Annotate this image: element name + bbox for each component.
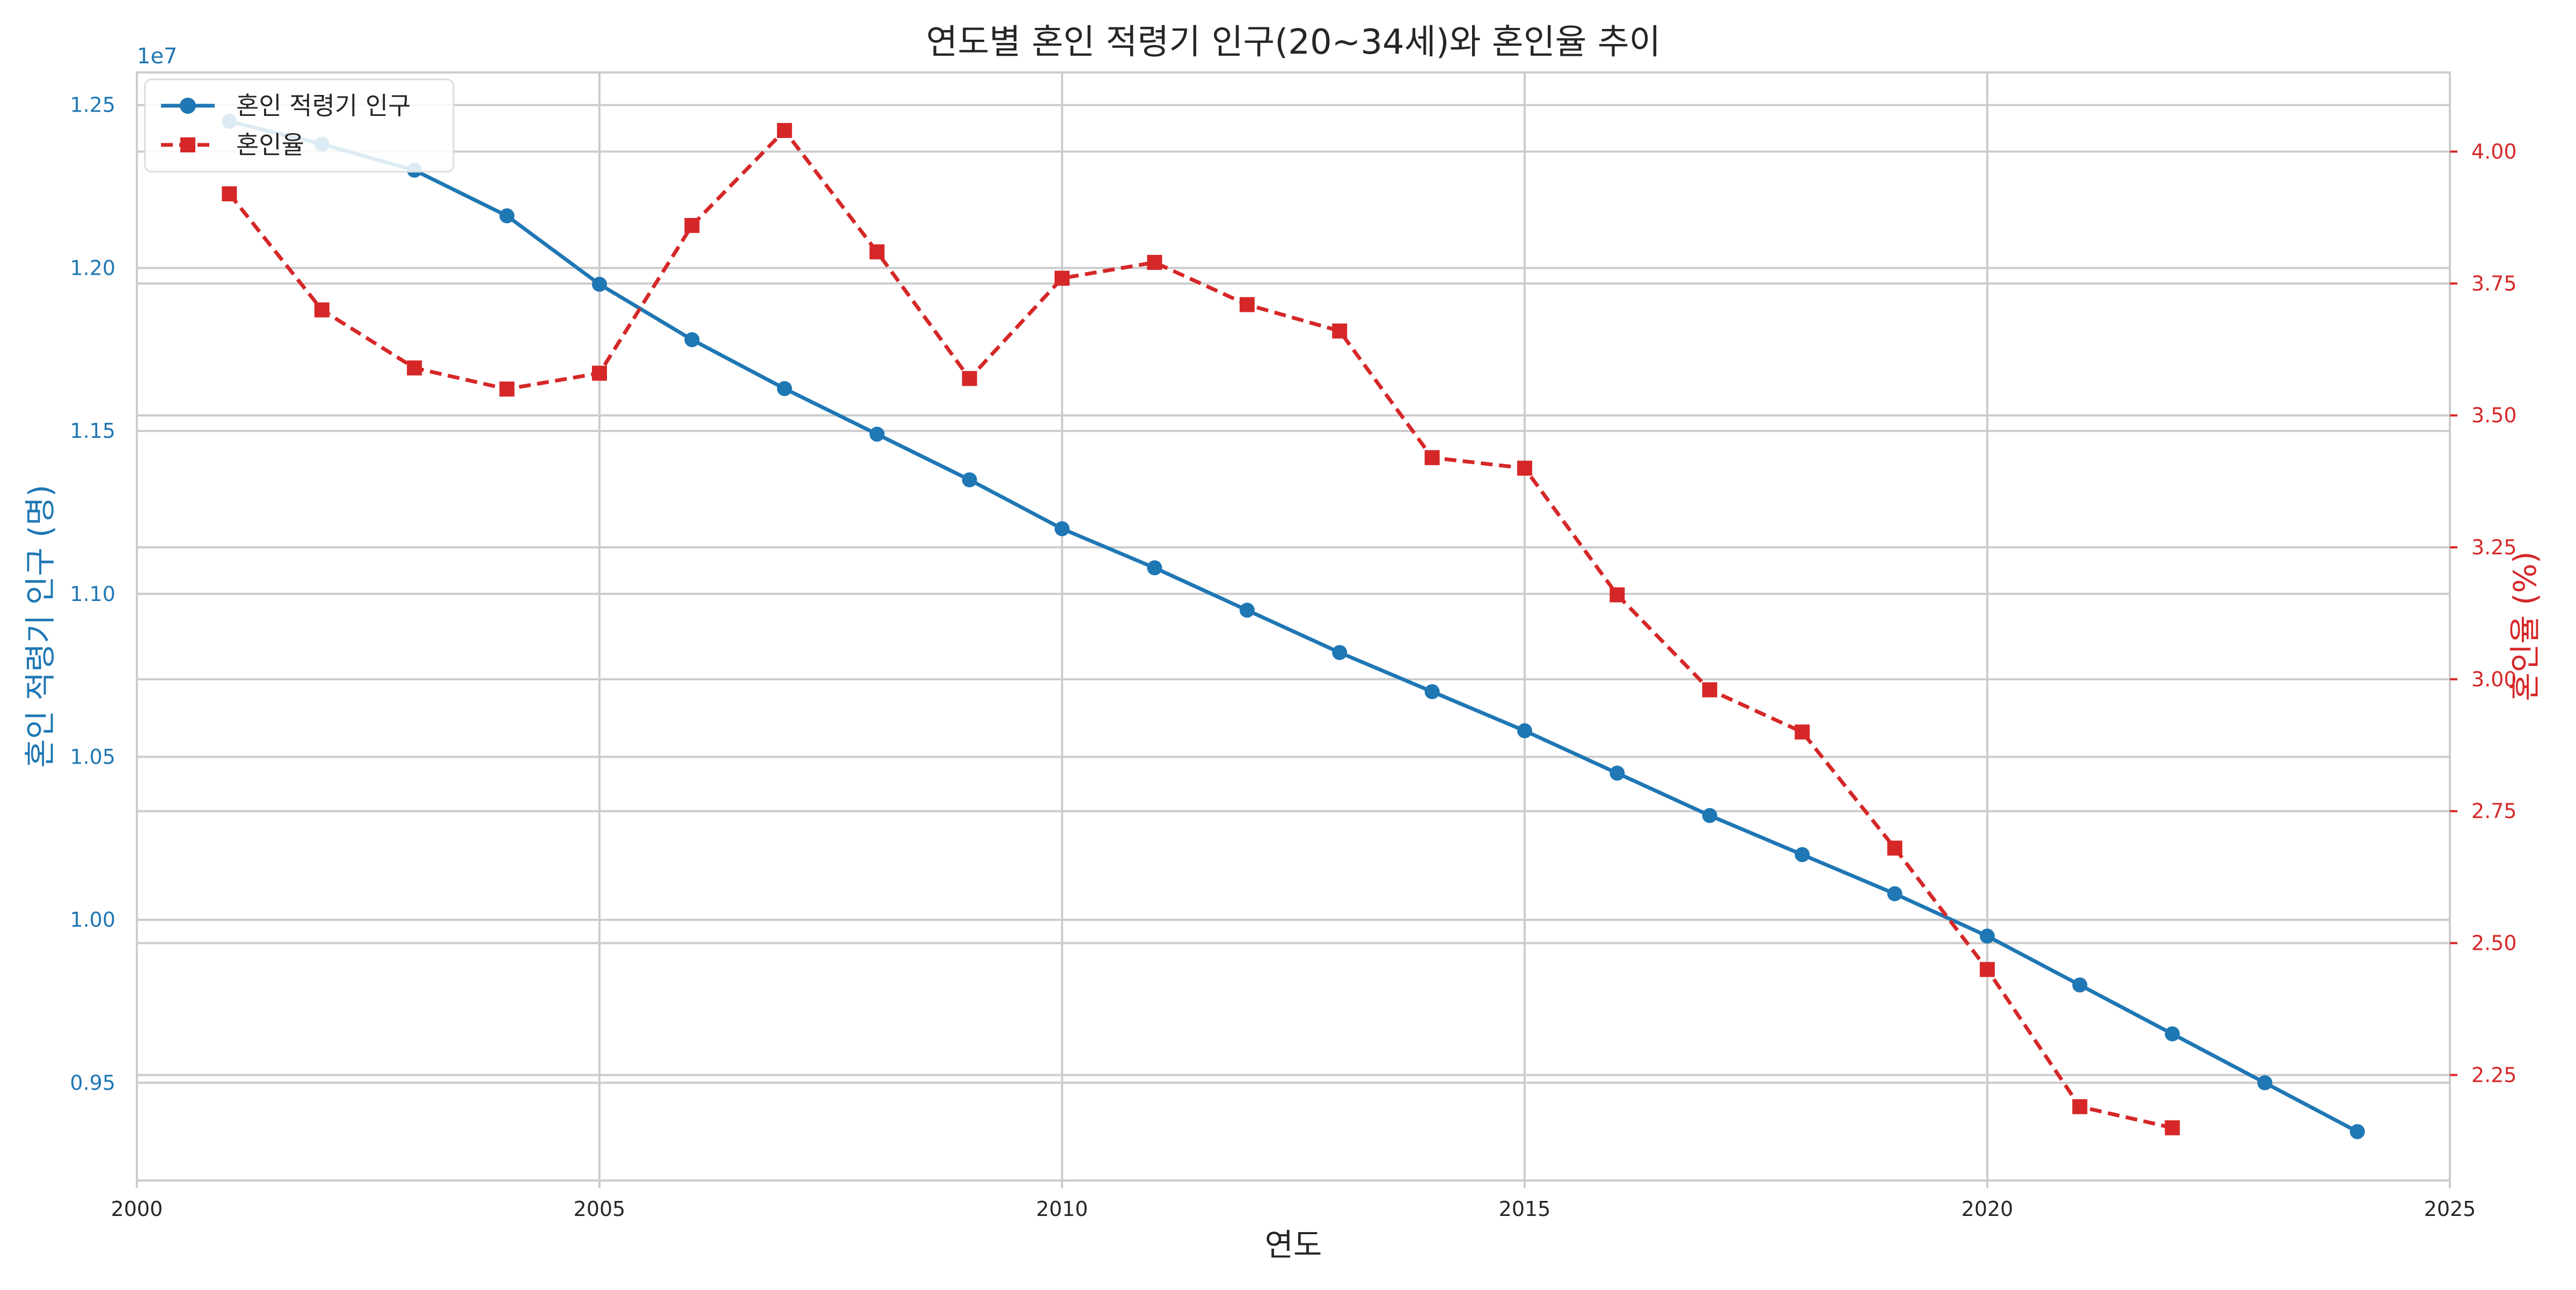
y-right-tick-label: 2.50 <box>2471 932 2517 955</box>
legend-label-population: 혼인 적령기 인구 <box>236 91 411 120</box>
population-point <box>1795 847 1810 862</box>
marriage-rate-point <box>592 365 607 381</box>
y-axis-left: 0.95 1.00 1.05 1.10 1.15 1.20 1.25 <box>70 93 115 1095</box>
y-axis-left-label: 혼인 적령기 인구 (명) <box>22 485 58 767</box>
population-point <box>777 381 792 397</box>
y-right-tick-label: 3.50 <box>2471 404 2517 427</box>
population-point <box>499 208 515 224</box>
population-point <box>1517 723 1532 738</box>
marriage-rate-point <box>2164 1120 2180 1135</box>
y-left-tick-label: 1.20 <box>70 256 115 280</box>
marriage-rate-point <box>1147 255 1162 270</box>
marriage-rate-point <box>1055 270 1070 286</box>
marriage-rate-point <box>1517 460 1532 476</box>
marriage-rate-point <box>1702 682 1717 698</box>
marriage-rate-point <box>684 218 700 233</box>
marriage-rate-point <box>1980 962 1995 977</box>
x-axis: 2000 2005 2010 2015 2020 2025 <box>111 1181 2476 1221</box>
population-point <box>2257 1075 2273 1090</box>
population-point <box>1332 645 1348 661</box>
population-point <box>2072 977 2088 993</box>
marriage-rate-point <box>1239 297 1255 312</box>
population-point <box>1887 886 1902 901</box>
x-tick-label: 2005 <box>574 1197 626 1221</box>
population-point <box>869 427 885 442</box>
marriage-rate-point <box>962 371 977 386</box>
population-point <box>962 472 977 488</box>
y-left-tick-label: 1.10 <box>70 582 115 606</box>
legend-label-marriage-rate: 혼인율 <box>236 130 304 159</box>
population-point <box>1702 808 1717 823</box>
marriage-rate-point <box>499 382 515 397</box>
y-left-tick-label: 1.25 <box>70 93 115 117</box>
y-left-tick-label: 1.05 <box>70 745 115 768</box>
plot-frame <box>136 71 2451 1182</box>
population-point <box>1424 684 1440 699</box>
legend: 혼인 적령기 인구 혼인율 <box>144 78 455 173</box>
x-tick-label: 2020 <box>1962 1197 2014 1221</box>
population-point <box>1609 765 1625 781</box>
y-right-tick-label: 3.25 <box>2471 536 2517 559</box>
y-right-tick-label: 4.00 <box>2471 140 2517 164</box>
marriage-rate-point <box>869 244 885 260</box>
x-axis-label: 연도 <box>1265 1227 1322 1263</box>
y-axis-right-label: 혼인율 (%) <box>2507 552 2543 701</box>
legend-marker-population <box>180 98 196 114</box>
marriage-rate-point <box>1424 450 1440 465</box>
y-right-tick-label: 3.75 <box>2471 272 2517 295</box>
marriage-rate-point <box>314 302 330 318</box>
population-point <box>1980 928 1995 944</box>
y-axis-right: 2.25 2.50 2.75 3.00 3.25 3.50 3.75 4.00 <box>2450 140 2517 1087</box>
marriage-rate-point <box>1887 840 1902 856</box>
y-axis-left-offset-label: 1e7 <box>137 44 178 69</box>
x-tick-label: 2000 <box>111 1197 163 1221</box>
x-tick-label: 2025 <box>2424 1197 2476 1221</box>
population-point <box>1055 521 1070 537</box>
y-right-tick-label: 2.75 <box>2471 800 2517 823</box>
marriage-rate-point <box>222 186 237 202</box>
y-left-tick-label: 1.00 <box>70 908 115 932</box>
y-right-tick-label: 3.00 <box>2471 668 2517 691</box>
y-right-tick-label: 2.25 <box>2471 1063 2517 1087</box>
x-tick-label: 2010 <box>1036 1197 1088 1221</box>
series-line-0 <box>229 119 2359 1133</box>
marriage-rate-point <box>1795 724 1810 740</box>
population-point <box>2164 1026 2180 1042</box>
marriage-rate-point <box>1609 587 1625 603</box>
chart-title: 연도별 혼인 적령기 인구(20~34세)와 혼인율 추이 <box>926 23 1660 62</box>
marriage-rate-point <box>407 360 422 376</box>
y-left-tick-label: 0.95 <box>70 1071 115 1095</box>
y-left-tick-label: 1.15 <box>70 419 115 443</box>
marriage-rate-point <box>2072 1099 2088 1115</box>
population-point <box>684 332 700 348</box>
marriage-rate-point <box>777 123 792 138</box>
population-point <box>1239 603 1255 618</box>
legend-marker-marriage-rate <box>180 137 195 152</box>
marriage-rate-point <box>1332 323 1348 339</box>
legend-frame <box>144 78 455 173</box>
x-tick-label: 2015 <box>1499 1197 1551 1221</box>
population-point <box>592 276 607 292</box>
population-point <box>2350 1124 2365 1139</box>
population-point <box>1147 560 1162 576</box>
